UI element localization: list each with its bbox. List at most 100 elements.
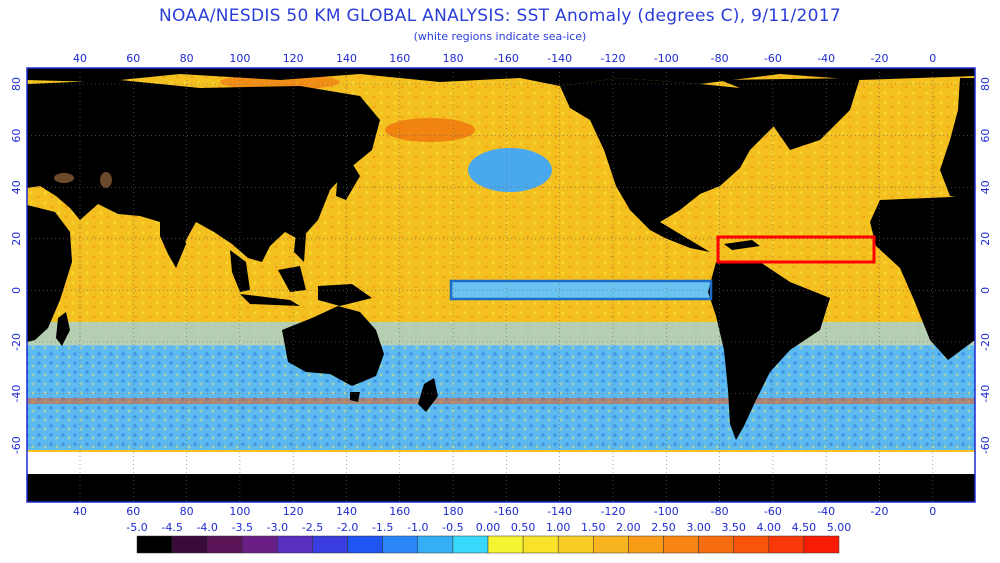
lon-label-bottom: -140: [547, 505, 572, 518]
colorbar-tick-label: 4.00: [757, 521, 782, 534]
lon-label-top: -160: [494, 52, 519, 65]
lon-label-top: -100: [654, 52, 679, 65]
south-america: [708, 262, 830, 440]
colorbar-tick-label: -4.5: [161, 521, 182, 534]
colorbar-tick-label: 1.50: [581, 521, 606, 534]
lon-label-top: -60: [764, 52, 782, 65]
colorbar-tick-label: 3.00: [686, 521, 711, 534]
colorbar-tick-label: 1.00: [546, 521, 571, 534]
borneo: [278, 266, 306, 292]
map-frame: [26, 67, 976, 503]
colorbar-tick-label: 4.50: [792, 521, 817, 534]
colorbar-tick-label: 3.50: [721, 521, 746, 534]
lon-label-top: 100: [229, 52, 250, 65]
lon-label-bottom: 80: [180, 505, 194, 518]
japan: [336, 160, 360, 200]
colorbar-tick-label: 2.50: [651, 521, 676, 534]
latitude-labels-right: 80 60 40 20 0 -20 -40 -60: [979, 77, 992, 454]
lon-label-bottom: 0: [929, 505, 936, 518]
map-title: NOAA/NESDIS 50 KM GLOBAL ANALYSIS: SST A…: [159, 6, 841, 26]
aral-sea: [100, 172, 112, 188]
colorbar-swatch: [803, 535, 840, 554]
colorbar-tick-label: -3.0: [267, 521, 288, 534]
australia: [282, 306, 384, 386]
colorbar-tick-label: -2.5: [302, 521, 323, 534]
eurasia: [27, 80, 380, 262]
lat-label-right: 60: [979, 129, 992, 143]
colorbar-swatch: [487, 535, 524, 554]
southern-transition: [27, 322, 975, 346]
lat-label-left: -20: [10, 333, 23, 351]
ne-pacific-cool-blob: [468, 148, 552, 192]
lon-label-top: -20: [871, 52, 889, 65]
philippines: [294, 232, 306, 262]
colorbar-tick-label: 0.00: [476, 521, 501, 534]
europe: [940, 78, 975, 200]
lat-label-left: 40: [10, 180, 23, 194]
colorbar-tick-label: -1.5: [372, 521, 393, 534]
colorbar-swatch: [557, 535, 594, 554]
colorbar-swatch: [347, 535, 383, 554]
new-guinea: [318, 284, 372, 306]
southern-cool-texture: [27, 345, 975, 450]
colorbar-swatch: [417, 535, 454, 554]
colorbar-swatch: [628, 535, 664, 554]
indonesia: [240, 294, 300, 306]
lat-label-right: -40: [979, 385, 992, 403]
lat-label-left: -40: [10, 385, 23, 403]
colorbar: [136, 535, 840, 554]
lon-label-bottom: -60: [764, 505, 782, 518]
lat-label-left: 0: [10, 287, 23, 294]
lat-label-right: -60: [979, 436, 992, 454]
lon-label-top: 120: [283, 52, 304, 65]
nino34-region-box: [449, 279, 713, 301]
colorbar-tick-label: -5.0: [126, 521, 147, 534]
lon-label-top: 180: [443, 52, 464, 65]
lon-label-top: -80: [711, 52, 729, 65]
lon-label-bottom: 160: [389, 505, 410, 518]
colorbar-swatch: [452, 535, 489, 554]
colorbar-tick-label: 2.00: [616, 521, 641, 534]
lon-label-top: 80: [180, 52, 194, 65]
colorbar-swatch: [522, 535, 559, 554]
colorbar-tick-label: -3.5: [232, 521, 253, 534]
north-pacific-warm-patch: [385, 118, 475, 142]
colorbar-swatch: [733, 535, 770, 554]
lon-label-bottom: 60: [126, 505, 140, 518]
lon-label-bottom: 180: [443, 505, 464, 518]
greenland: [720, 78, 860, 150]
lon-label-bottom: 100: [229, 505, 250, 518]
colorbar-swatch: [312, 535, 348, 554]
lat-label-left: 80: [10, 77, 23, 91]
colorbar-tick-label: 5.00: [827, 521, 852, 534]
atlantic-mdr-box: [716, 235, 876, 264]
latitude-labels-left: 80 60 40 20 0 -20 -40 -60: [10, 77, 23, 454]
colorbar-swatch: [382, 535, 419, 554]
sea-ice-edge: [27, 452, 975, 474]
map-subtitle: (white regions indicate sea-ice): [413, 30, 587, 43]
lon-label-bottom: -80: [711, 505, 729, 518]
india: [160, 222, 186, 268]
colorbar-tick-label: -0.5: [442, 521, 463, 534]
lat-label-right: 40: [979, 180, 992, 194]
lat-label-right: -20: [979, 333, 992, 351]
colorbar-swatch: [593, 535, 629, 554]
lon-label-bottom: 40: [73, 505, 87, 518]
lon-label-bottom: -120: [601, 505, 626, 518]
lon-label-top: 60: [126, 52, 140, 65]
africa-west: [870, 196, 975, 360]
lon-label-top: 40: [73, 52, 87, 65]
equatorial-cool-tongue: [452, 282, 710, 298]
lat-label-left: 20: [10, 232, 23, 246]
lon-label-bottom: -100: [654, 505, 679, 518]
map-field: [27, 68, 975, 502]
lon-label-bottom: 140: [336, 505, 357, 518]
lon-label-top: 140: [336, 52, 357, 65]
colorbar-tick-label: -4.0: [196, 521, 217, 534]
colorbar-swatch: [242, 535, 278, 554]
lat-label-left: -60: [10, 436, 23, 454]
lat-label-left: 60: [10, 129, 23, 143]
colorbar-tick-label: 0.50: [511, 521, 536, 534]
colorbar-swatch: [277, 535, 313, 554]
africa-east: [27, 205, 72, 342]
